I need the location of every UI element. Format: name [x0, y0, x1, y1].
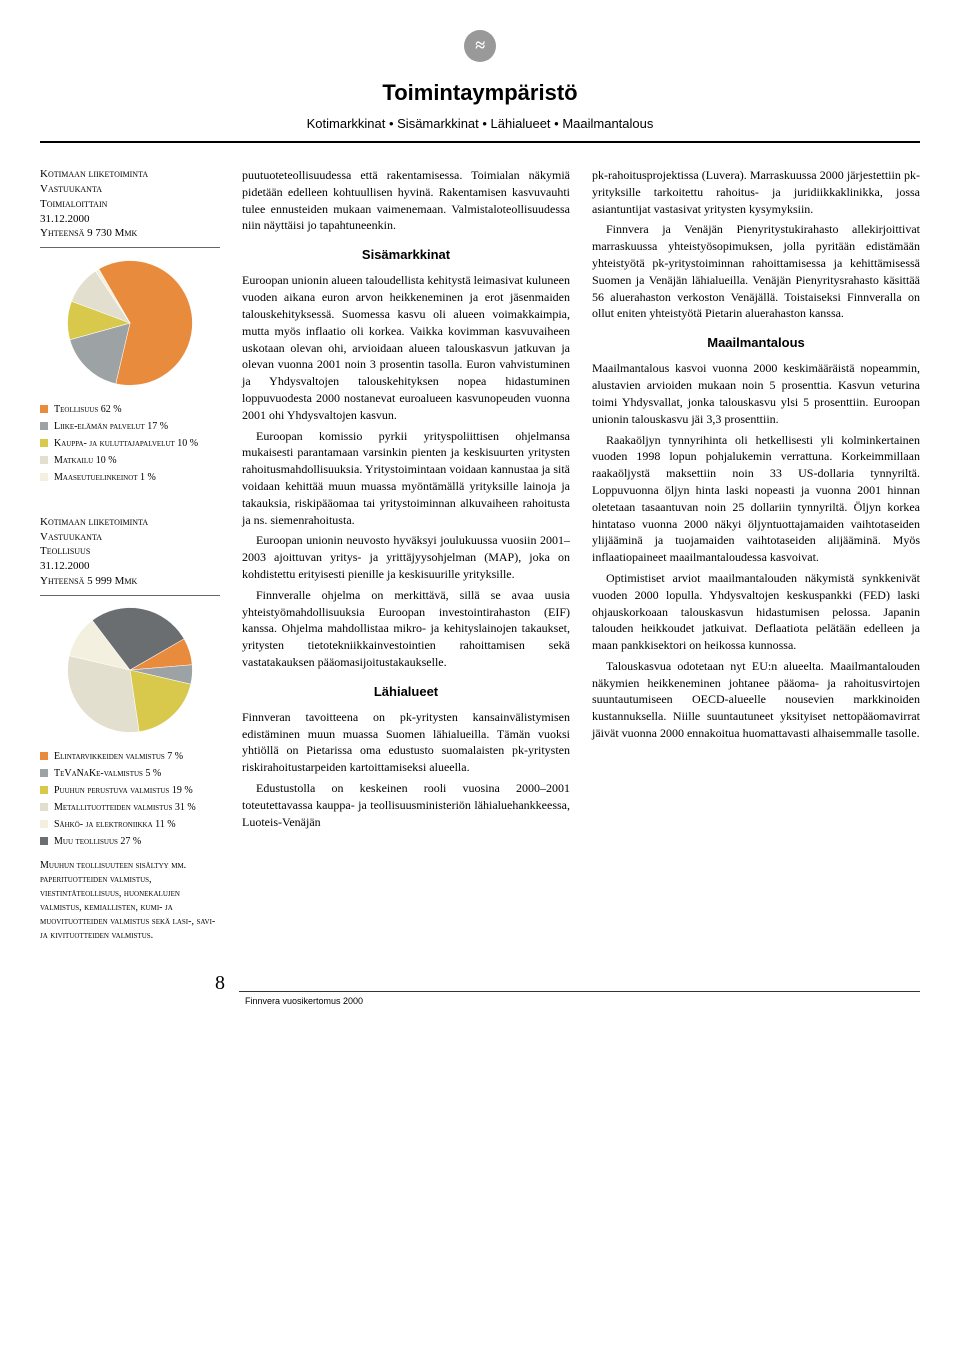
- chart1-pie: [65, 258, 195, 388]
- body-text: Talouskasvua odotetaan nyt EU:n alueelta…: [592, 658, 920, 742]
- page-title: Toimintaympäristö: [40, 78, 920, 109]
- body-text: Optimistiset arviot maailmantalouden näk…: [592, 570, 920, 654]
- legend-item: Liike-elämän palvelut 17 %: [40, 419, 220, 434]
- legend-label: Puuhun perustuva valmistus 19 %: [54, 783, 193, 798]
- column-1: puutuoteteollisuudessa että rakentamises…: [242, 167, 570, 943]
- legend-item: Sähkö- ja elektroniikka 11 %: [40, 817, 220, 832]
- chart2-heading: Kotimaan liiketoiminta Vastuukanta Teoll…: [40, 515, 220, 589]
- chart1-h4: 31.12.2000: [40, 212, 220, 227]
- body-text: Finnveran tavoitteena on pk-yritysten ka…: [242, 709, 570, 776]
- chart2-h4: 31.12.2000: [40, 559, 220, 574]
- section-heading-sisamarkkinat: Sisämarkkinat: [242, 246, 570, 264]
- chart1-h1: Kotimaan liiketoiminta: [40, 167, 220, 182]
- body-text: Euroopan unionin alueen taloudellista ke…: [242, 272, 570, 423]
- legend-swatch: [40, 473, 48, 481]
- legend-label: Teollisuus 62 %: [54, 402, 122, 417]
- legend-item: Elintarvikkeiden valmistus 7 %: [40, 749, 220, 764]
- legend-label: Sähkö- ja elektroniikka 11 %: [54, 817, 176, 832]
- logo-glyph: ≈: [475, 33, 485, 58]
- chart1-h5: Yhteensä 9 730 Mmk: [40, 226, 220, 241]
- legend-swatch: [40, 820, 48, 828]
- column-2: pk-rahoitusprojektissa (Luvera). Marrask…: [592, 167, 920, 943]
- chart2-pie: [65, 605, 195, 735]
- legend-label: Elintarvikkeiden valmistus 7 %: [54, 749, 183, 764]
- body-text: Edustustolla on keskeinen rooli vuosina …: [242, 780, 570, 830]
- legend-swatch: [40, 456, 48, 464]
- chart2-footnote: Muuhun teollisuuteen sisältyy mm. paperi…: [40, 859, 220, 943]
- page-number: 8: [215, 969, 225, 997]
- body-text: Raakaöljyn tynnyrihinta oli hetkellisest…: [592, 432, 920, 566]
- chart2-h5: Yhteensä 5 999 Mmk: [40, 574, 220, 589]
- footer-text: Finnvera vuosikertomus 2000: [245, 995, 363, 1008]
- legend-swatch: [40, 837, 48, 845]
- page-subtitle: Kotimarkkinat • Sisämarkkinat • Lähialue…: [40, 115, 920, 133]
- footer-rule: Finnvera vuosikertomus 2000: [239, 991, 920, 992]
- chart2-h1: Kotimaan liiketoiminta: [40, 515, 220, 530]
- legend-label: Metallituotteiden valmistus 31 %: [54, 800, 196, 815]
- page-footer: 8 Finnvera vuosikertomus 2000: [40, 969, 920, 997]
- section-heading-maailmantalous: Maailmantalous: [592, 334, 920, 352]
- chart1-legend: Teollisuus 62 % Liike-elämän palvelut 17 …: [40, 402, 220, 485]
- legend-item: Maaseutuelinkeinot 1 %: [40, 470, 220, 485]
- body-text: Finnveralle ohjelma on merkittävä, sillä…: [242, 587, 570, 671]
- legend-item: Muu teollisuus 27 %: [40, 834, 220, 849]
- legend-label: Matkailu 10 %: [54, 453, 117, 468]
- body-text: puutuoteteollisuudessa että rakentamises…: [242, 167, 570, 234]
- legend-swatch: [40, 803, 48, 811]
- legend-item: TeVaNaKe-valmistus 5 %: [40, 766, 220, 781]
- divider: [40, 141, 920, 143]
- divider: [40, 247, 220, 248]
- legend-label: TeVaNaKe-valmistus 5 %: [54, 766, 161, 781]
- divider: [40, 595, 220, 596]
- legend-swatch: [40, 405, 48, 413]
- chart1-h3: Toimialoittain: [40, 197, 220, 212]
- legend-swatch: [40, 769, 48, 777]
- legend-label: Maaseutuelinkeinot 1 %: [54, 470, 156, 485]
- main-columns: puutuoteteollisuudessa että rakentamises…: [242, 167, 920, 943]
- legend-item: Kauppa- ja kuluttajapalvelut 10 %: [40, 436, 220, 451]
- legend-swatch: [40, 786, 48, 794]
- section-heading-lahialueet: Lähialueet: [242, 683, 570, 701]
- body-text: Euroopan komissio pyrkii yrityspoliittis…: [242, 428, 570, 529]
- legend-label: Liike-elämän palvelut 17 %: [54, 419, 168, 434]
- chart2-h3: Teollisuus: [40, 544, 220, 559]
- legend-label: Kauppa- ja kuluttajapalvelut 10 %: [54, 436, 198, 451]
- chart1-h2: Vastuukanta: [40, 182, 220, 197]
- legend-item: Teollisuus 62 %: [40, 402, 220, 417]
- body-text: Maailmantalous kasvoi vuonna 2000 keskim…: [592, 360, 920, 427]
- legend-label: Muu teollisuus 27 %: [54, 834, 141, 849]
- legend-item: Puuhun perustuva valmistus 19 %: [40, 783, 220, 798]
- legend-swatch: [40, 752, 48, 760]
- chart2-h2: Vastuukanta: [40, 530, 220, 545]
- legend-item: Matkailu 10 %: [40, 453, 220, 468]
- sidebar: Kotimaan liiketoiminta Vastuukanta Toimi…: [40, 167, 220, 943]
- legend-swatch: [40, 422, 48, 430]
- logo-badge: ≈: [464, 30, 496, 62]
- body-text: Finnvera ja Venäjän Pienyritystukirahast…: [592, 221, 920, 322]
- chart1-heading: Kotimaan liiketoiminta Vastuukanta Toimi…: [40, 167, 220, 241]
- chart2-legend: Elintarvikkeiden valmistus 7 % TeVaNaKe-v…: [40, 749, 220, 849]
- body-text: Euroopan unionin neuvosto hyväksyi joulu…: [242, 532, 570, 582]
- legend-item: Metallituotteiden valmistus 31 %: [40, 800, 220, 815]
- legend-swatch: [40, 439, 48, 447]
- body-text: pk-rahoitusprojektissa (Luvera). Marrask…: [592, 167, 920, 217]
